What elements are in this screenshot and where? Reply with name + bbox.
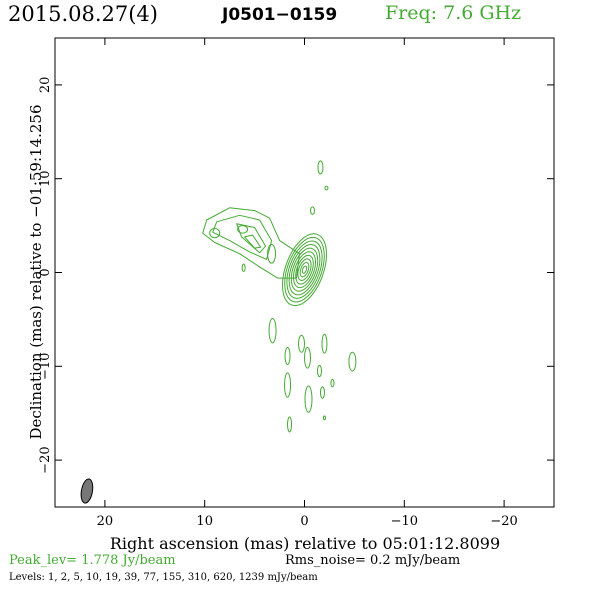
contour-component <box>241 263 246 273</box>
y-tick-label: −20 <box>38 446 53 473</box>
contour-levels: Levels: 1, 2, 5, 10, 19, 39, 77, 155, 31… <box>9 572 318 583</box>
contour-component <box>268 317 277 344</box>
core-contour <box>282 233 327 307</box>
contour-component <box>209 227 221 239</box>
x-tick-label: −10 <box>391 514 418 529</box>
peak-level: Peak_lev= 1.778 Jy/beam <box>9 553 176 568</box>
rms-noise: Rms_noise= 0.2 mJy/beam <box>285 553 461 568</box>
core-contour <box>288 244 321 296</box>
contour-component <box>316 364 322 378</box>
source-name: J0501−0159 <box>222 5 338 25</box>
jet-contour <box>236 223 267 254</box>
contour-component <box>317 160 324 175</box>
contour-component <box>322 415 326 421</box>
contour-component <box>309 206 315 215</box>
jet-contour <box>212 214 273 260</box>
core-contour <box>295 254 314 285</box>
contour-layer <box>80 160 357 504</box>
x-axis-label: Right ascension (mas) relative to 05:01:… <box>110 534 500 553</box>
x-tick-label: 10 <box>196 514 213 529</box>
contour-component <box>267 243 277 264</box>
y-axis-label: Declination (mas) relative to −01:59:14.… <box>27 104 45 439</box>
contour-component <box>287 416 293 433</box>
plot-frame <box>54 37 555 508</box>
x-tick-label: 0 <box>300 514 308 529</box>
contour-map: 20 10 0 −10 −20 20 10 0 −10 −20 Right ascension (… <box>27 37 555 553</box>
observation-date: 2015.08.27(4) <box>8 2 158 26</box>
contour-component <box>324 185 329 191</box>
core-contour <box>284 236 325 303</box>
contour-component <box>304 347 311 369</box>
beam-ellipse <box>80 478 94 504</box>
core-contour <box>293 251 316 289</box>
jet-contour <box>202 207 300 279</box>
core-contour <box>290 247 319 292</box>
core-contour <box>286 240 323 299</box>
core-contour <box>297 258 312 281</box>
contour-component <box>284 347 291 365</box>
y-tick-label: 0 <box>38 268 53 276</box>
contour-component <box>284 372 292 398</box>
contour-component <box>237 225 249 234</box>
contour-component <box>348 351 357 372</box>
jet-contour <box>244 234 262 249</box>
frequency-label: Freq: 7.6 GHz <box>385 2 522 24</box>
contour-component <box>321 333 328 354</box>
y-tick-label: −10 <box>38 353 53 380</box>
y-tick-label: 20 <box>38 77 53 94</box>
axis-ticks <box>55 38 554 507</box>
y-tick-label: 10 <box>38 170 53 187</box>
x-tick-label: 20 <box>97 514 114 529</box>
axis-tick-labels: 20 10 0 −10 −20 20 10 0 −10 −20 <box>38 77 518 529</box>
contour-component <box>298 334 305 353</box>
contour-component <box>304 385 313 413</box>
contour-component <box>330 378 335 388</box>
x-tick-label: −20 <box>490 514 517 529</box>
core-contour <box>301 265 308 274</box>
core-contour <box>299 262 310 278</box>
contour-component <box>319 386 325 399</box>
